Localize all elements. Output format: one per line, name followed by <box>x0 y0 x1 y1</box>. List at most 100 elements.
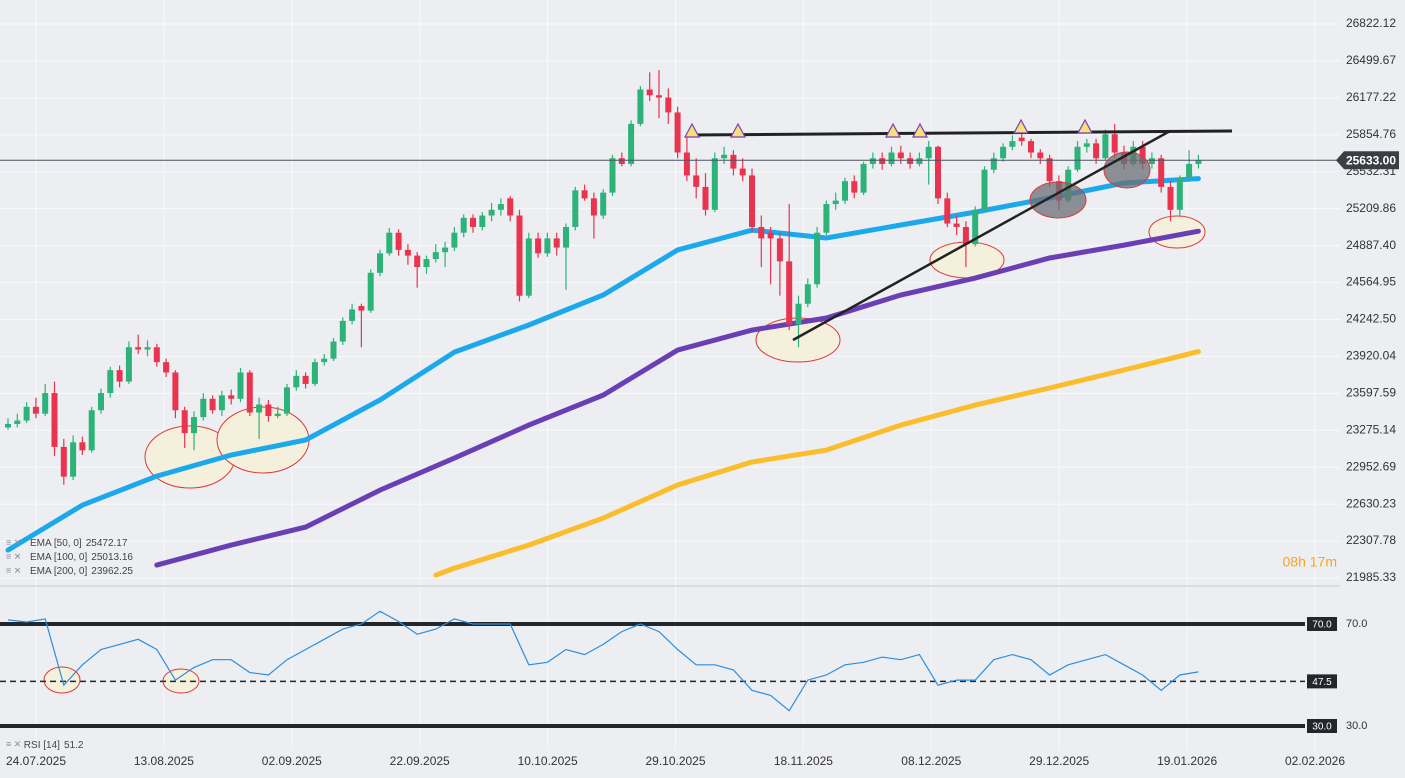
candle-body <box>191 417 197 434</box>
candle-body <box>1037 152 1044 159</box>
candle-body <box>507 198 514 216</box>
candle-body <box>98 393 104 411</box>
candle-body <box>200 398 207 418</box>
candle-body <box>1102 134 1109 159</box>
candle-body <box>1186 163 1193 178</box>
candle-body <box>423 259 430 268</box>
candle-body <box>116 370 123 382</box>
legend-value: 23962.25 <box>91 566 133 577</box>
candle-body <box>897 152 904 159</box>
candle-body <box>758 226 765 239</box>
candle-body <box>563 226 569 248</box>
y-tick-label: 23597.59 <box>1346 386 1396 400</box>
candle-body <box>609 158 616 193</box>
candle-body <box>1000 146 1007 159</box>
rsi-axis-label: 30.0 <box>1346 720 1367 732</box>
y-tick-label: 24242.50 <box>1346 312 1396 326</box>
candle-body <box>600 192 607 216</box>
candle-body <box>488 209 495 216</box>
candle-body <box>339 320 346 342</box>
candle-body <box>842 181 848 201</box>
candle-body <box>377 253 383 273</box>
candle-body <box>1083 143 1090 147</box>
y-tick-label: 22630.23 <box>1346 496 1396 510</box>
rsi-level-box <box>1307 719 1337 733</box>
circle-annotation <box>1029 181 1087 219</box>
y-tick-label: 25854.76 <box>1346 127 1396 141</box>
timer: 08h 17m <box>1283 554 1337 570</box>
legend-name: EMA [50, 0] <box>30 538 82 549</box>
candle-body <box>907 158 914 164</box>
candle-body <box>925 146 932 159</box>
candle-body <box>274 413 281 416</box>
triangle <box>884 122 902 138</box>
candle-body <box>321 358 328 363</box>
triangle <box>1076 118 1094 134</box>
candle-body <box>814 232 821 285</box>
trend-line <box>792 129 1171 342</box>
candle-body <box>972 209 979 245</box>
candle-body <box>451 232 458 248</box>
legend-name: RSI [14] <box>24 740 60 751</box>
candle-body <box>218 395 225 411</box>
legend-icon: ≡ ✕ <box>6 565 21 575</box>
y-tick-label: 26822.12 <box>1346 16 1396 30</box>
candle-body <box>265 404 272 416</box>
legend-name: EMA [100, 0] <box>30 552 87 563</box>
x-tick-label: 10.10.2025 <box>518 754 578 768</box>
candle-body <box>60 446 67 477</box>
candle-body <box>144 347 151 350</box>
candle-body <box>1009 141 1016 147</box>
candle-body <box>535 238 542 254</box>
candle-body <box>702 186 709 210</box>
y-tick-label: 24887.40 <box>1346 238 1396 252</box>
x-tick-label: 22.09.2025 <box>390 754 450 768</box>
candle-body <box>395 232 402 250</box>
candle-body <box>637 89 644 124</box>
rsi-level-box <box>1307 617 1337 631</box>
resistance-line <box>691 129 1233 137</box>
candle-body <box>163 362 170 373</box>
y-tick-label: 22952.69 <box>1346 459 1396 473</box>
candle-body <box>804 284 811 304</box>
rsi-level-box-label: 70.0 <box>1312 620 1332 631</box>
candle-body <box>404 249 411 256</box>
candle-body <box>721 154 728 159</box>
candle-body <box>470 217 476 227</box>
x-tick-label: 18.11.2025 <box>774 754 833 768</box>
candle-body <box>832 200 839 205</box>
candle-body <box>656 95 662 98</box>
candle-body <box>953 223 960 227</box>
candle-body <box>1111 134 1118 153</box>
candle-body <box>860 163 867 193</box>
candle-body <box>665 97 672 113</box>
triangle <box>911 122 929 138</box>
candle-body <box>572 190 579 227</box>
candle-body <box>767 232 774 239</box>
candle-body <box>935 146 941 199</box>
candle-body <box>32 406 39 414</box>
candle-body <box>42 393 49 414</box>
labels: 26822.1226499.6726177.2225854.7625532.31… <box>6 16 1399 768</box>
y-tick-label: 22307.78 <box>1346 533 1396 547</box>
candle-body <box>628 123 635 164</box>
legend-name: EMA [200, 0] <box>30 566 87 577</box>
candle-body <box>683 152 690 176</box>
legend-value: 25472.17 <box>86 538 128 549</box>
candle-body <box>497 204 504 210</box>
candle-body <box>776 238 783 262</box>
candle-body <box>869 158 876 164</box>
candle-body <box>135 347 142 350</box>
x-tick-label: 02.09.2025 <box>262 754 322 768</box>
candle-body <box>293 375 300 388</box>
candle-body <box>330 341 337 359</box>
candle-body <box>23 406 30 421</box>
candle-body <box>479 215 486 227</box>
candle-body <box>1018 137 1025 142</box>
candle-body <box>256 404 263 413</box>
candle-body <box>944 198 951 224</box>
candle-body <box>730 154 737 169</box>
legend-icon: ≡ ✕ <box>6 537 21 547</box>
